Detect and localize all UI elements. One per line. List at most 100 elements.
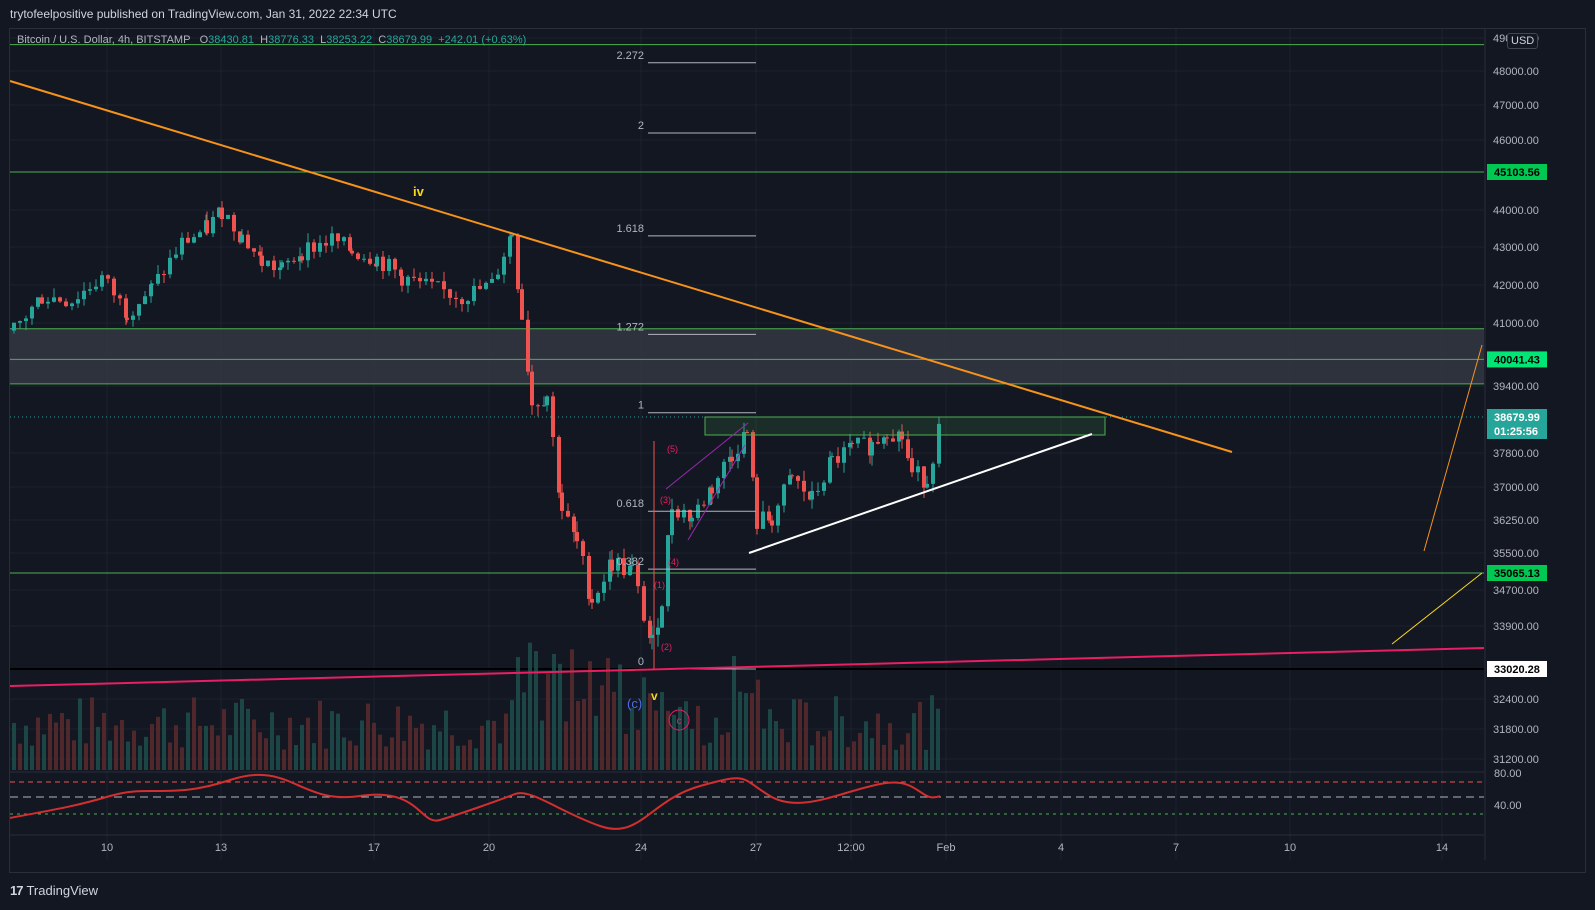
volume-bar bbox=[774, 721, 778, 770]
candle-body bbox=[137, 304, 141, 316]
candle-body bbox=[454, 297, 458, 300]
volume-bar bbox=[582, 698, 586, 770]
volume-bar bbox=[516, 657, 520, 770]
purple-channel-lower bbox=[687, 444, 746, 541]
volume-bar bbox=[594, 715, 598, 770]
candle-body bbox=[211, 216, 215, 234]
volume-bar bbox=[768, 709, 772, 770]
volume-bar bbox=[108, 740, 112, 770]
price-tick-14: 34700.00 bbox=[1493, 585, 1539, 597]
volume-bar bbox=[894, 749, 898, 770]
candle-body bbox=[925, 483, 929, 488]
time-tick-1: 13 bbox=[215, 842, 227, 854]
candle-body bbox=[125, 317, 129, 320]
candle-body bbox=[490, 278, 494, 283]
change-value: +242.01 (+0.63%) bbox=[438, 34, 527, 46]
rsi-tick-1: 40.00 bbox=[1494, 800, 1522, 812]
candle-body bbox=[131, 315, 135, 320]
wave-label-6: (3) bbox=[660, 495, 671, 505]
candle-body bbox=[502, 256, 506, 275]
volume-bar bbox=[474, 748, 478, 770]
volume-bar bbox=[228, 735, 232, 770]
candle-body bbox=[596, 592, 600, 603]
time-tick-8: 4 bbox=[1058, 842, 1064, 854]
fib-label-6: 0.382 bbox=[616, 556, 644, 568]
candle-body bbox=[217, 207, 221, 217]
candle-body bbox=[252, 248, 256, 252]
volume-bar bbox=[120, 719, 124, 770]
volume-bar bbox=[528, 642, 532, 770]
wave-label-4: (1) bbox=[654, 580, 665, 590]
candle-body bbox=[286, 260, 290, 263]
candle-body bbox=[356, 253, 360, 259]
volume-bar bbox=[492, 720, 496, 770]
candle-body bbox=[18, 321, 22, 323]
volume-bar bbox=[66, 719, 70, 770]
fib-label-7: 0 bbox=[638, 656, 644, 668]
projection-line-yellow bbox=[1391, 572, 1483, 645]
candle-body bbox=[260, 255, 264, 266]
volume-bar bbox=[684, 701, 688, 770]
candle-body bbox=[368, 258, 372, 264]
candle-body bbox=[922, 466, 926, 488]
volume-bar bbox=[840, 716, 844, 770]
candle-body bbox=[722, 461, 726, 479]
candle-body bbox=[622, 558, 626, 576]
volume-bar bbox=[540, 720, 544, 770]
top-bar: trytofeelpositive published on TradingVi… bbox=[0, 0, 1595, 28]
currency-button[interactable]: USD bbox=[1507, 33, 1539, 49]
fib-label-2: 1.618 bbox=[616, 223, 644, 235]
volume-bar bbox=[672, 714, 676, 770]
volume-bar bbox=[312, 743, 316, 770]
candle-body bbox=[76, 299, 80, 304]
candle-body bbox=[557, 437, 561, 493]
candle-body bbox=[782, 484, 786, 506]
candle-body bbox=[891, 438, 895, 442]
candle-body bbox=[496, 274, 500, 279]
candle-body bbox=[162, 274, 166, 276]
price-tick-3: 46000.00 bbox=[1493, 135, 1539, 147]
candle-body bbox=[636, 564, 640, 587]
candle-body bbox=[810, 490, 814, 500]
price-label-bg-3 bbox=[1487, 565, 1547, 581]
time-tick-2: 17 bbox=[368, 842, 380, 854]
candle-body bbox=[910, 458, 914, 473]
time-tick-9: 7 bbox=[1173, 842, 1179, 854]
candle-body bbox=[12, 322, 16, 331]
volume-bar bbox=[168, 742, 172, 770]
price-tick-1: 48000.00 bbox=[1493, 66, 1539, 78]
volume-bar bbox=[162, 708, 166, 770]
fib-label-3: 1.272 bbox=[616, 321, 644, 333]
candle-body bbox=[156, 274, 160, 284]
candle-body bbox=[545, 396, 549, 406]
candle-body bbox=[660, 606, 664, 628]
candle-body bbox=[882, 437, 886, 444]
price-tick-15: 33900.00 bbox=[1493, 621, 1539, 633]
candle-body bbox=[350, 250, 354, 254]
volume-bar bbox=[84, 743, 88, 770]
close-value: 38679.99 bbox=[386, 34, 433, 46]
symbol-legend: Bitcoin / U.S. Dollar, 4h, BITSTAMP O384… bbox=[17, 34, 526, 46]
volume-bar bbox=[396, 706, 400, 770]
price-tick-17: 31800.00 bbox=[1493, 724, 1539, 736]
volume-bar bbox=[780, 728, 784, 770]
candle-body bbox=[400, 276, 404, 286]
volume-bar bbox=[462, 745, 466, 770]
price-label-bg-1 bbox=[1487, 351, 1547, 368]
volume-bar bbox=[918, 701, 922, 770]
time-tick-11: 14 bbox=[1436, 842, 1448, 854]
volume-bar bbox=[30, 745, 34, 770]
fib-label-1: 2 bbox=[638, 120, 644, 132]
volume-bar bbox=[612, 691, 616, 770]
candle-body bbox=[716, 478, 720, 494]
candle-body bbox=[150, 283, 154, 285]
volume-bar bbox=[42, 734, 46, 770]
volume-bar bbox=[606, 658, 610, 770]
candle-body bbox=[149, 284, 153, 297]
candle-body bbox=[387, 258, 391, 271]
candle-body bbox=[666, 535, 670, 607]
price-tick-16: 32400.00 bbox=[1493, 694, 1539, 706]
volume-bar bbox=[90, 697, 94, 770]
volume-bar bbox=[336, 713, 340, 770]
